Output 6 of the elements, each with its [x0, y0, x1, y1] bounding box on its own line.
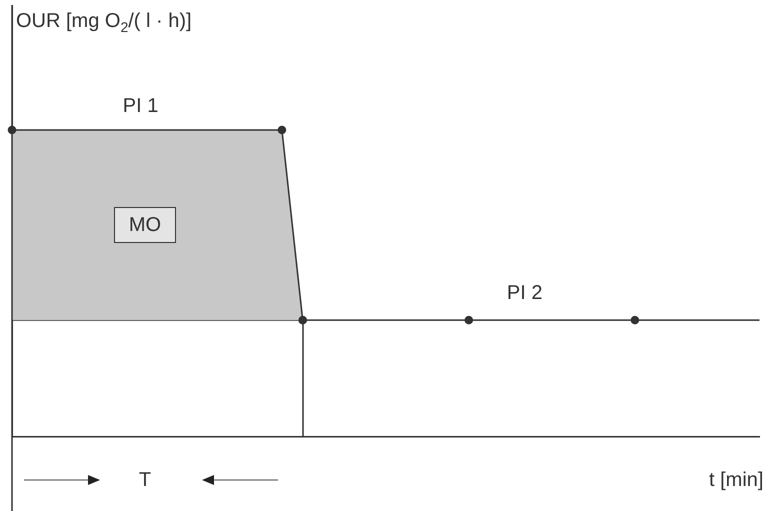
text: PI 1	[122, 94, 158, 116]
annotation: PI 2	[506, 282, 542, 304]
label-box: MO	[114, 207, 176, 244]
x-axis-title: t [min]	[709, 469, 764, 491]
y-axis-title: OUR [mg O$_{2}$/( l · h)]	[16, 10, 192, 34]
text: T	[138, 469, 152, 491]
